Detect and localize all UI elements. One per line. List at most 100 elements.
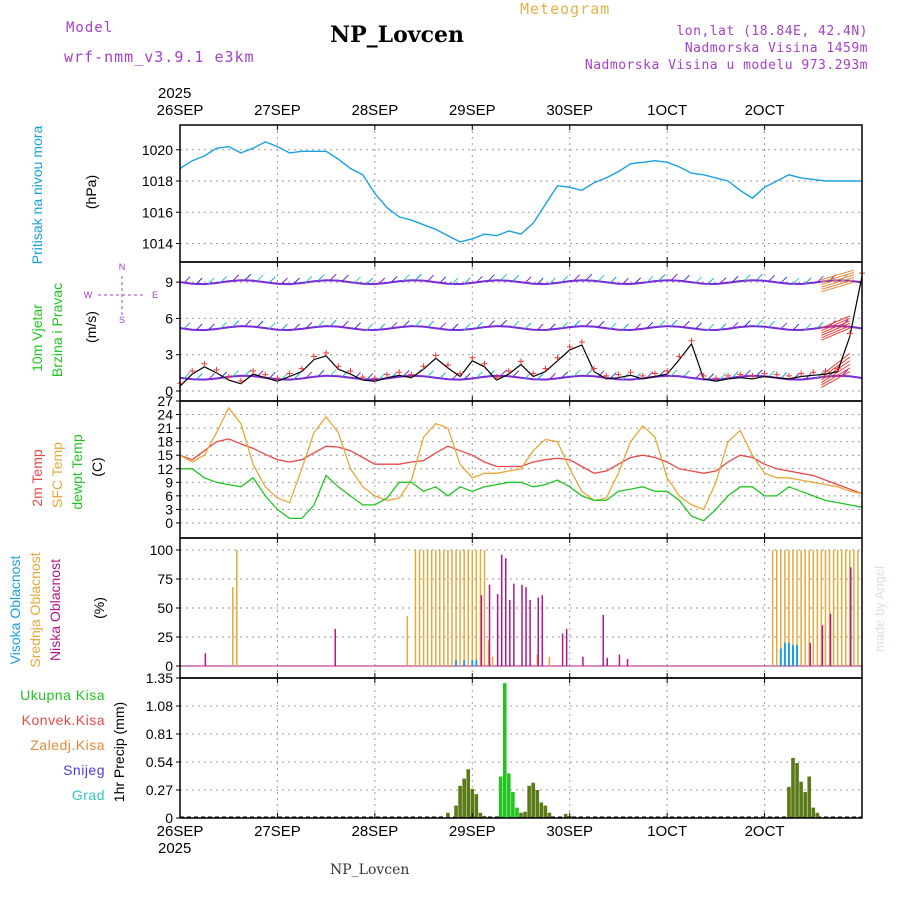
top-year-label: 2025 xyxy=(158,85,191,102)
top-date-label: 30SEP xyxy=(546,102,593,119)
precip-bar xyxy=(547,812,552,818)
precip-bar xyxy=(807,776,812,818)
gust-marker xyxy=(371,375,378,382)
wind-barb xyxy=(220,276,227,283)
wind-barb xyxy=(390,276,398,283)
gust-marker xyxy=(603,372,610,379)
wind-barb xyxy=(573,369,581,377)
bottom-year-label: 2025 xyxy=(158,840,191,857)
pressure-line xyxy=(179,141,862,243)
wind-barb xyxy=(646,371,654,379)
wind-barb xyxy=(743,274,751,281)
wind-barb xyxy=(536,373,544,380)
wind-barb xyxy=(707,373,715,380)
wind-barb xyxy=(195,277,203,285)
wind-flag xyxy=(821,371,851,388)
y-tick-label: 6 xyxy=(165,488,173,504)
wind-barb xyxy=(281,373,288,380)
precip-bar xyxy=(502,683,507,818)
gust-marker xyxy=(810,369,817,376)
wind-barb xyxy=(402,320,410,328)
wind-barb xyxy=(597,320,605,328)
precip-bar xyxy=(511,792,515,818)
gust-marker xyxy=(651,370,658,377)
precip-bar xyxy=(535,790,540,818)
precip-bar xyxy=(498,776,503,818)
wind-barb xyxy=(488,320,495,328)
gust-marker xyxy=(213,366,220,373)
y-tick-label: 21 xyxy=(157,420,173,436)
gust-marker xyxy=(566,343,573,350)
wind-barb xyxy=(634,323,642,331)
gust-marker xyxy=(384,371,391,378)
top-date-label: 26SEP xyxy=(157,102,204,119)
wind-barb xyxy=(695,322,702,330)
wind-barb xyxy=(780,276,788,284)
top-date-label: 27SEP xyxy=(254,102,301,119)
gust-marker xyxy=(469,354,476,361)
precip-bar xyxy=(787,786,791,818)
wind-barb xyxy=(208,323,215,331)
wind-barb xyxy=(622,323,629,331)
precip-bar xyxy=(799,781,803,818)
precip-bar xyxy=(563,813,568,818)
wind-barb xyxy=(183,371,191,379)
compass-arrows xyxy=(98,276,146,315)
gust-marker xyxy=(530,370,537,377)
precip-bar xyxy=(815,812,820,818)
wind-barb xyxy=(305,322,313,329)
gust-marker xyxy=(274,375,281,382)
wind-barb xyxy=(634,277,642,285)
wind-barb xyxy=(354,371,361,379)
gust-marker xyxy=(481,360,488,367)
gust-marker xyxy=(201,360,208,367)
y-tick-label: 9 xyxy=(165,274,173,290)
wind-flag xyxy=(821,320,851,334)
gust-marker xyxy=(761,370,768,377)
station-title: NP_Lovcen xyxy=(330,22,464,48)
wind-barb xyxy=(792,277,800,285)
wind-barb xyxy=(768,370,775,378)
y-tick-label: 0 xyxy=(165,658,173,674)
wind-barb xyxy=(281,323,288,331)
wind-barb xyxy=(232,320,240,328)
wind-flag xyxy=(821,279,855,290)
panel-frame-2 xyxy=(179,400,863,539)
wind-flag xyxy=(821,269,855,281)
wind-barb xyxy=(317,369,325,377)
wind-flag xyxy=(821,363,851,383)
wind-barb xyxy=(670,273,678,281)
bottom-date-label: 29SEP xyxy=(449,823,496,840)
wind-barb xyxy=(658,320,666,327)
gust-marker xyxy=(773,371,780,378)
wind-barb xyxy=(561,321,568,329)
wind-barb xyxy=(354,276,361,284)
frame-layer xyxy=(176,124,863,819)
gust-marker xyxy=(347,368,354,375)
wind-barb xyxy=(512,320,520,328)
wind-barb xyxy=(183,276,191,284)
precip-legend-item: Ukupna Kisa xyxy=(20,687,105,703)
wind-speed-line xyxy=(179,275,863,387)
wind-barb xyxy=(232,274,240,282)
gust-marker xyxy=(250,368,257,375)
precip-bar xyxy=(523,811,527,818)
wind-barb xyxy=(719,323,727,331)
wind-barb xyxy=(585,273,593,281)
gust-marker xyxy=(688,337,695,344)
grid-layer xyxy=(180,125,862,819)
wind-barb xyxy=(792,323,800,331)
wind-barb xyxy=(427,370,434,378)
wind-barb xyxy=(524,322,532,330)
wind-barb xyxy=(549,323,556,331)
wind-barb xyxy=(816,321,824,329)
dewpoint-line xyxy=(180,468,863,522)
wind-flag xyxy=(821,322,851,336)
gust-marker xyxy=(737,371,744,378)
wind-barb xyxy=(208,373,215,380)
gust-marker xyxy=(542,365,549,372)
y-tick-label: 0.54 xyxy=(146,754,173,770)
wind-barb xyxy=(415,319,422,327)
wind-barb xyxy=(305,371,313,379)
